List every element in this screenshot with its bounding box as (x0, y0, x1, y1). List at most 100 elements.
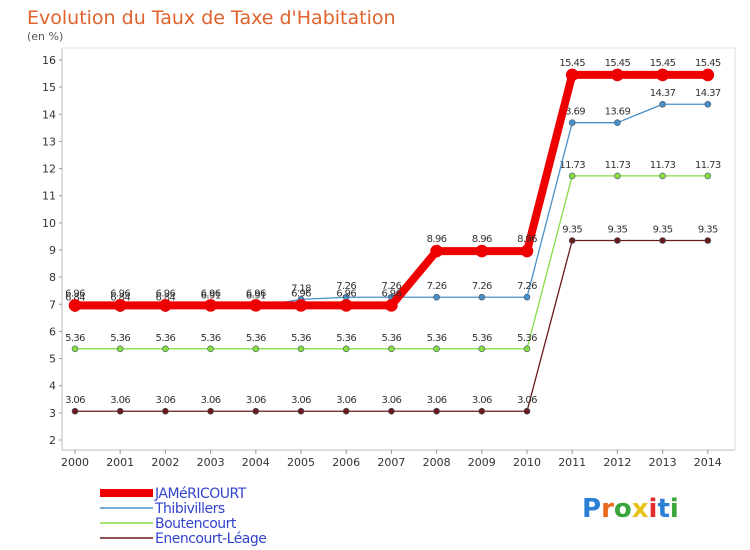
data-label: 3.06 (381, 395, 401, 406)
data-label: 6.84 (110, 293, 130, 304)
y-tick-label: 6 (49, 325, 56, 338)
data-label: 11.73 (695, 160, 721, 171)
data-label: 5.36 (472, 333, 492, 344)
legend-label: Boutencourt (155, 516, 237, 532)
x-tick-label: 2004 (242, 456, 270, 469)
data-label: 3.06 (246, 395, 266, 406)
data-point (342, 407, 350, 415)
x-tick-label: 2011 (558, 456, 586, 469)
series-boutencourt: 5.36 5.36 5.36 5.36 5.36 5.36 5.36 5.36 5.36 5.36… (65, 160, 721, 353)
data-label: 3.06 (65, 395, 85, 406)
data-point (701, 68, 715, 82)
data-point (162, 345, 169, 353)
x-tick-label: 2001 (106, 456, 134, 469)
data-label: 3.06 (155, 395, 175, 406)
data-label: 6.84 (65, 293, 85, 304)
logo-letter: t (657, 494, 669, 524)
data-label: 5.36 (336, 333, 356, 344)
data-point (704, 237, 712, 244)
data-label: 9.35 (653, 225, 673, 236)
data-point (433, 345, 440, 353)
proxiti-logo: Proxiti (582, 494, 679, 524)
logo-letter: i (670, 494, 679, 524)
data-label: 9.35 (607, 225, 627, 236)
x-tick-label: 2005 (287, 456, 315, 469)
data-label: 7.26 (427, 281, 447, 292)
data-label: 7.18 (291, 283, 311, 294)
data-point (388, 345, 395, 353)
data-label: 7.26 (336, 281, 356, 292)
data-point (568, 119, 576, 126)
data-point (523, 345, 531, 353)
data-point (568, 172, 576, 180)
y-tick-label: 8 (49, 271, 56, 284)
data-point (478, 345, 486, 353)
x-tick-label: 2000 (61, 456, 89, 469)
data-label: 9.35 (698, 225, 718, 236)
data-label: 5.36 (110, 333, 130, 344)
data-label: 5.36 (65, 333, 85, 344)
data-label: 7.26 (381, 281, 401, 292)
logo-text: Proxiti (582, 494, 679, 524)
series-line (74, 103, 709, 310)
data-label: 5.36 (517, 333, 537, 344)
data-point (207, 345, 214, 353)
data-point (294, 299, 308, 312)
data-label: 15.45 (695, 58, 721, 69)
data-label: 6.96 (110, 288, 130, 299)
axes: 2 3 4 5 6 7 8 9 10 11 12 13 14 15 16 2000 2001 2002 2003 20… (42, 47, 736, 469)
y-tick-label: 16 (42, 54, 56, 67)
data-label: 5.36 (246, 333, 266, 344)
x-tick-label: 2003 (197, 456, 225, 469)
legend: JAMéRICOURTThibivillersBoutencourtEnenco… (100, 486, 267, 547)
logo-letter: r (601, 494, 614, 524)
data-label: 6.96 (65, 288, 85, 299)
y-tick-label: 2 (49, 434, 56, 447)
legend-label: JAMéRICOURT (154, 486, 247, 502)
series-group: 3.06 3.06 3.06 3.06 3.06 3.06 3.06 3.06 3.06 3.06… (65, 58, 721, 415)
data-point (523, 407, 531, 415)
data-label: 6.96 (291, 288, 311, 299)
data-point (71, 345, 79, 353)
data-point (113, 299, 127, 312)
data-point (297, 407, 305, 415)
data-label: 6.96 (336, 288, 356, 299)
data-point (339, 299, 353, 312)
data-label: 3.06 (291, 395, 311, 406)
data-label: 6.96 (155, 288, 175, 299)
data-label: 3.06 (336, 395, 356, 406)
data-label: 8.96 (517, 234, 537, 245)
data-point (116, 345, 124, 353)
x-tick-label: 2008 (423, 456, 451, 469)
data-point (297, 345, 305, 353)
x-tick-label: 2010 (513, 456, 541, 469)
y-tick-label: 9 (49, 244, 56, 257)
x-tick-label: 2013 (649, 456, 677, 469)
data-point (614, 119, 621, 126)
data-label: 15.45 (605, 58, 631, 69)
data-label: 3.06 (427, 395, 447, 406)
data-label: 5.36 (155, 333, 175, 344)
legend-item: Enencourt-Léage (100, 531, 267, 547)
legend-item: JAMéRICOURT (100, 486, 247, 502)
data-label: 8.96 (472, 234, 492, 245)
data-point (659, 237, 666, 244)
data-label: 14.37 (695, 88, 721, 99)
data-label: 8.96 (427, 234, 447, 245)
data-point (614, 172, 621, 180)
data-point (388, 407, 395, 415)
data-point (523, 293, 531, 301)
data-point (342, 345, 350, 353)
data-label: 3.06 (110, 395, 130, 406)
data-point (116, 407, 124, 415)
legend-label: Thibivillers (154, 501, 225, 517)
y-tick-label: 5 (49, 353, 56, 366)
data-label: 9.35 (562, 225, 582, 236)
data-label: 13.69 (559, 107, 585, 118)
data-label: 11.73 (650, 160, 676, 171)
logo-letter: P (582, 494, 601, 524)
data-label: 15.45 (559, 58, 585, 69)
data-point (475, 244, 489, 258)
data-point (478, 293, 486, 301)
